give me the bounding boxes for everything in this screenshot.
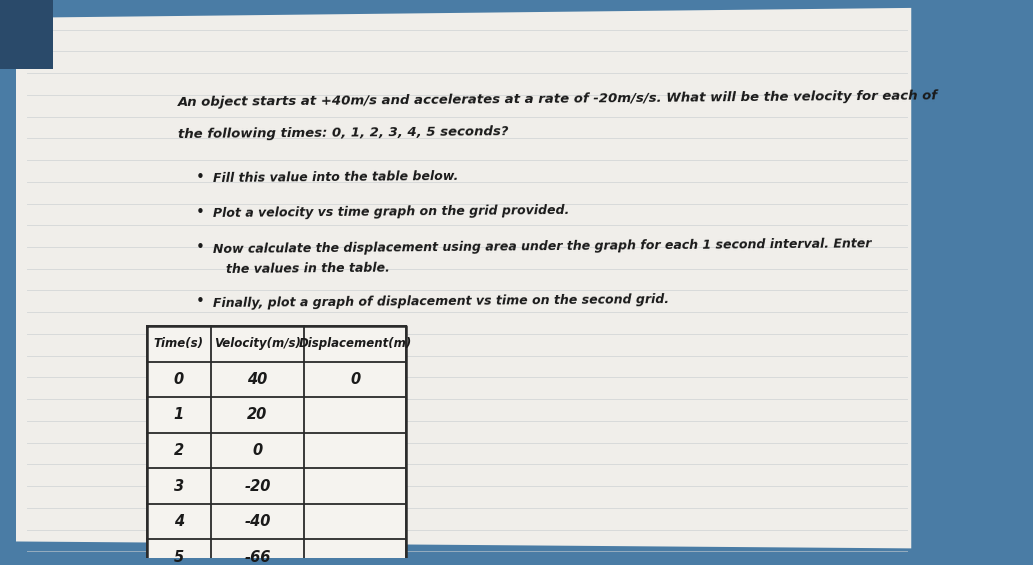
Text: Plot a velocity vs time graph on the grid provided.: Plot a velocity vs time graph on the gri… bbox=[214, 205, 570, 220]
Polygon shape bbox=[0, 0, 54, 69]
Text: 4: 4 bbox=[174, 514, 184, 529]
Text: 1: 1 bbox=[174, 407, 184, 423]
Polygon shape bbox=[15, 8, 911, 549]
Text: Now calculate the displacement using area under the graph for each 1 second inte: Now calculate the displacement using are… bbox=[214, 238, 872, 257]
Text: 0: 0 bbox=[350, 372, 361, 387]
Text: An object starts at +40m/s and accelerates at a rate of -20m/s/s. What will be t: An object starts at +40m/s and accelerat… bbox=[178, 89, 938, 108]
Text: •: • bbox=[195, 240, 205, 254]
Text: 0: 0 bbox=[252, 443, 262, 458]
Text: 40: 40 bbox=[247, 372, 268, 387]
Text: 2: 2 bbox=[174, 443, 184, 458]
Text: 0: 0 bbox=[174, 372, 184, 387]
Text: •: • bbox=[195, 294, 205, 309]
Text: •: • bbox=[195, 171, 205, 185]
Text: 5: 5 bbox=[174, 550, 184, 565]
Text: the following times: 0, 1, 2, 3, 4, 5 seconds?: the following times: 0, 1, 2, 3, 4, 5 se… bbox=[178, 125, 508, 141]
Bar bbox=[147, 326, 406, 565]
Text: Finally, plot a graph of displacement vs time on the second grid.: Finally, plot a graph of displacement vs… bbox=[214, 293, 669, 310]
Text: 3: 3 bbox=[174, 479, 184, 494]
Text: -40: -40 bbox=[244, 514, 271, 529]
Text: -20: -20 bbox=[244, 479, 271, 494]
Text: Displacement(m): Displacement(m) bbox=[299, 337, 412, 350]
Text: Time(s): Time(s) bbox=[154, 337, 204, 350]
Text: the values in the table.: the values in the table. bbox=[226, 262, 389, 276]
Text: Fill this value into the table below.: Fill this value into the table below. bbox=[214, 170, 459, 185]
Text: Velocity(m/s): Velocity(m/s) bbox=[214, 337, 301, 350]
Text: -66: -66 bbox=[244, 550, 271, 565]
Text: •: • bbox=[195, 205, 205, 220]
Text: 20: 20 bbox=[247, 407, 268, 423]
